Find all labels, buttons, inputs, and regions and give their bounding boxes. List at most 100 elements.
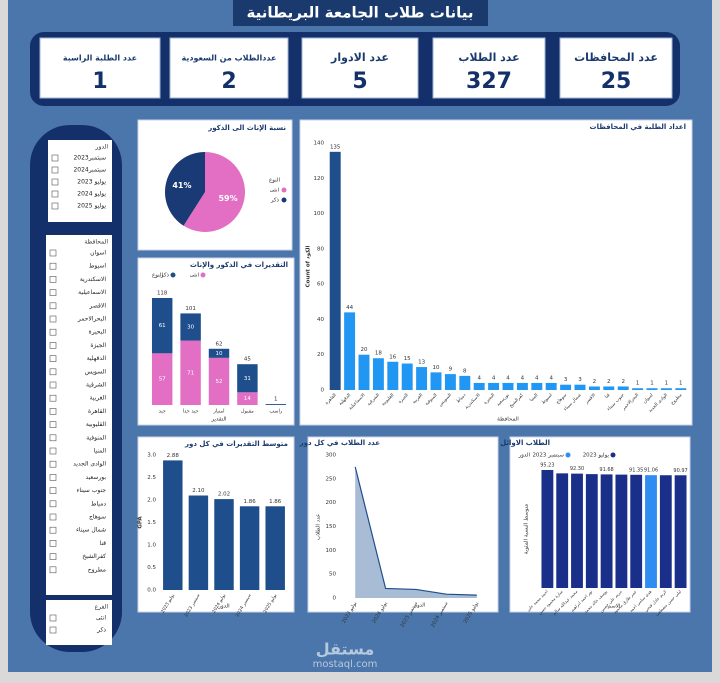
slicer-checkbox[interactable] (49, 434, 57, 442)
slicer-checkbox[interactable] (49, 487, 57, 494)
slicer-checkbox[interactable] (49, 626, 57, 634)
slicer-item[interactable]: الدقهلية (87, 355, 107, 362)
slicer-checkbox[interactable] (49, 394, 57, 402)
kpi-value: 25 (601, 69, 632, 94)
kpi-value: 2 (221, 69, 236, 94)
slicer-item[interactable]: اسيوط (89, 263, 106, 270)
slicer-checkbox[interactable] (51, 190, 59, 198)
bar (632, 388, 644, 390)
slicer-item[interactable]: الغربية (90, 395, 107, 402)
slicer-checkbox[interactable] (49, 328, 57, 336)
slicer-checkbox[interactable] (51, 154, 59, 162)
bar-segment (208, 357, 230, 405)
slicer-item[interactable]: الاسماعيلية (78, 289, 106, 296)
slicer-checkbox[interactable] (49, 526, 57, 534)
slicer-checkbox[interactable] (49, 566, 57, 574)
slicer-item[interactable]: شمال سيناء (76, 527, 106, 534)
slicer-checkbox[interactable] (51, 202, 59, 210)
bar (615, 474, 628, 588)
slicer-item[interactable]: الاقصر (89, 302, 107, 309)
slicer-item[interactable]: اسوان (90, 250, 106, 257)
legend-swatch (610, 452, 616, 458)
slicer-checkbox[interactable] (49, 447, 57, 455)
value-label: 90.97 (673, 468, 687, 474)
slicer-checkbox[interactable] (49, 408, 57, 415)
x-tick-label: راسب (269, 409, 282, 415)
slicer-item[interactable]: مطروح (88, 566, 106, 573)
slicer-item[interactable]: السويس (85, 368, 107, 375)
slicer-checkbox[interactable] (49, 315, 57, 323)
slicer-checkbox[interactable] (49, 553, 57, 560)
segment-label: 61 (159, 323, 166, 329)
kpi-card (39, 37, 161, 99)
slicer-checkbox[interactable] (49, 513, 57, 521)
slicer-item[interactable]: كفرالشيخ (82, 553, 106, 560)
value-label: 4 (492, 375, 496, 381)
value-label: 4 (506, 375, 510, 381)
slicer-item[interactable]: القاهرة (88, 408, 106, 415)
value-label: 8 (463, 368, 467, 374)
kpi-card (559, 37, 673, 99)
slicer-item[interactable]: الاسكندرية (80, 276, 107, 283)
y-tick-label: 2.5 (147, 475, 156, 481)
kpi-card (432, 37, 546, 99)
bar-segment (151, 298, 173, 354)
slicer-item[interactable]: سبتمبر2024 (73, 167, 106, 174)
x-tick-label: جيد (159, 409, 166, 415)
slicer-checkbox[interactable] (51, 178, 59, 186)
bar (675, 388, 687, 390)
slicer-item[interactable]: جنوب سيناء (77, 487, 107, 494)
slicer-item[interactable]: يوليو 2025 (77, 203, 106, 210)
slicer-item[interactable]: يوليو 2024 (77, 191, 106, 198)
bar-segment (180, 313, 201, 341)
slicer-item[interactable]: البحرالاحمر (77, 316, 106, 323)
slicer-checkbox[interactable] (49, 614, 57, 622)
slicer-checkbox[interactable] (49, 368, 57, 376)
slicer-checkbox[interactable] (49, 276, 57, 283)
bar (588, 386, 600, 390)
slicer-checkbox[interactable] (49, 262, 57, 270)
chart-title: متوسط التقديرات في كل دور (184, 440, 288, 448)
value-label: 2.02 (218, 492, 230, 498)
slicer-item[interactable]: القليوبية (86, 421, 106, 428)
slicer-item[interactable]: يوليو 2023 (77, 179, 106, 186)
value-label: 135 (330, 144, 341, 150)
slicer-checkbox[interactable] (51, 166, 59, 174)
slicer-checkbox[interactable] (49, 302, 57, 310)
slicer-item[interactable]: ذكر (96, 627, 106, 634)
slicer-checkbox[interactable] (49, 460, 57, 468)
slicer-checkbox[interactable] (49, 355, 57, 362)
slicer-item[interactable]: البحيرة (89, 329, 107, 336)
slicer-item[interactable]: المنيا (94, 448, 107, 455)
slicer-checkbox[interactable] (49, 249, 57, 257)
y-tick-label: 1.5 (147, 520, 156, 526)
slicer-item[interactable]: سوهاج (89, 514, 106, 521)
bar (344, 312, 356, 390)
slicer-item[interactable]: انثى (96, 615, 106, 622)
slicer-checkbox[interactable] (49, 421, 57, 428)
slicer-item[interactable]: دمياط (91, 500, 106, 507)
slicer-item[interactable]: قنا (99, 540, 106, 547)
slicer-checkbox[interactable] (49, 342, 57, 349)
slicer-checkbox[interactable] (49, 474, 57, 481)
bar (188, 495, 209, 590)
slicer-checkbox[interactable] (49, 289, 57, 296)
slicer-item[interactable]: سبتمبر2023 (73, 155, 106, 162)
x-axis-label: المحافظة (497, 417, 519, 423)
kpi-value: 1 (92, 69, 107, 94)
slicer-item[interactable]: الشرقية (86, 382, 106, 389)
slicer-checkbox[interactable] (49, 381, 57, 389)
slicer-checkbox[interactable] (49, 500, 57, 508)
total-label: 62 (216, 341, 223, 347)
slicer-item[interactable]: الوادى الجديد (73, 461, 106, 468)
slicer-item[interactable]: بورسعيد (85, 474, 106, 481)
legend-title: الدور (518, 453, 531, 459)
legend-label: انثى (270, 188, 280, 194)
slicer-item[interactable]: الجيزة (90, 342, 106, 349)
y-tick-label: 250 (326, 476, 337, 482)
value-label: 44 (346, 305, 353, 311)
legend-swatch (281, 187, 287, 193)
bar-segment (151, 353, 173, 405)
slicer-item[interactable]: المنوفية (86, 434, 106, 441)
slicer-checkbox[interactable] (49, 540, 57, 547)
